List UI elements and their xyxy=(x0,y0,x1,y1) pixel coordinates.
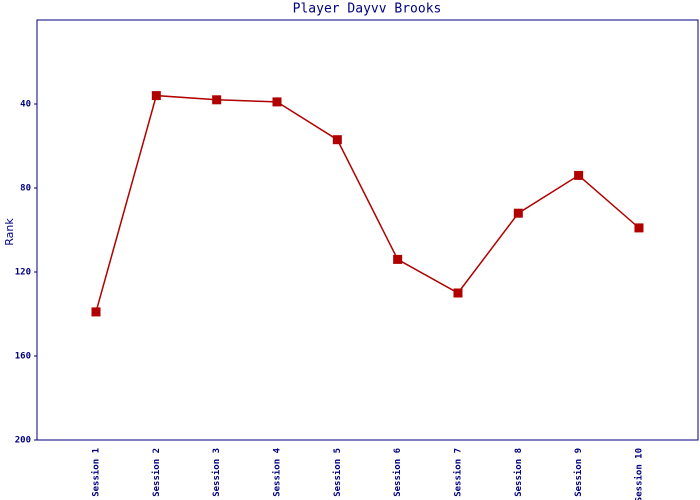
chart-title: Player Dayvv Brooks xyxy=(293,2,442,17)
point-marker xyxy=(574,170,584,180)
x-tick-label: Session 9 xyxy=(573,448,584,497)
y-tick-label: 160 xyxy=(15,352,31,362)
x-tick-label: Session 5 xyxy=(332,448,343,497)
point-marker xyxy=(513,208,523,218)
plot-frame xyxy=(36,19,699,441)
x-tick-label: Session 8 xyxy=(513,448,524,497)
y-tick-label: 200 xyxy=(15,436,31,446)
x-tick-label: Session 3 xyxy=(211,448,222,497)
x-tick-label: Session 2 xyxy=(151,448,162,497)
point-marker xyxy=(332,135,342,145)
y-axis-label: Rank xyxy=(3,218,16,246)
point-marker xyxy=(634,223,644,233)
point-marker xyxy=(212,95,222,105)
x-tick-label: Session 7 xyxy=(452,448,463,497)
y-tick-label: 40 xyxy=(20,100,31,110)
x-tick-label: Session 1 xyxy=(91,448,102,497)
x-tick-label: Session 6 xyxy=(392,448,403,497)
point-marker xyxy=(91,307,101,317)
point-marker xyxy=(272,97,282,107)
y-tick-label: 80 xyxy=(20,184,31,194)
point-marker xyxy=(453,288,463,298)
point-marker xyxy=(151,91,161,101)
series-line xyxy=(95,94,640,313)
x-tick-label: Session 4 xyxy=(271,447,282,496)
y-tick-label: 120 xyxy=(15,268,31,278)
point-marker xyxy=(393,254,403,264)
x-tick-label: Session 10 xyxy=(633,448,644,500)
